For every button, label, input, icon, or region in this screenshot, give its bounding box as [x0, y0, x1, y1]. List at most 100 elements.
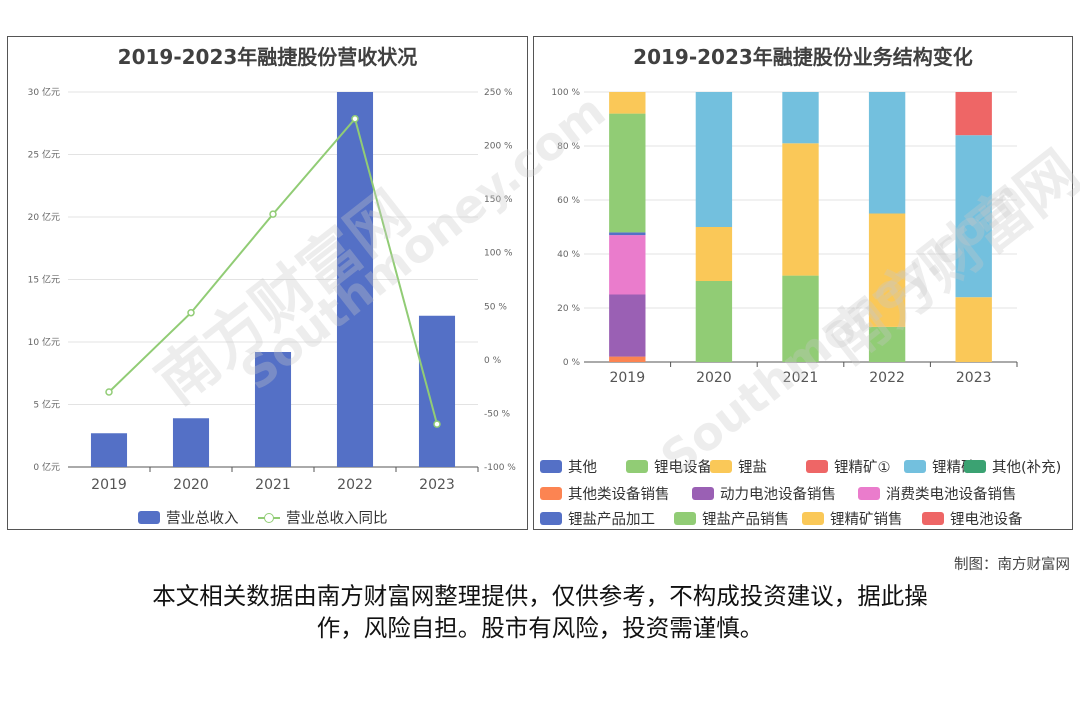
legend-swatch [710, 460, 732, 473]
stacked-bar-segment [868, 92, 906, 214]
y2-axis-tick-label: 100 % [484, 249, 513, 259]
legend-swatch [138, 511, 160, 524]
business-structure-chart-title: 2019-2023年融捷股份业务结构变化 [633, 45, 973, 69]
legend-item[interactable]: 锂精矿销售 [802, 508, 903, 529]
business-structure-chart-panel: 2019-2023年融捷股份业务结构变化 0 % 20 % 40 % 60 % 80 %… [533, 36, 1073, 530]
y2-axis-tick-label: 200 % [484, 142, 513, 152]
stacked-bar-segment [782, 92, 819, 144]
y-axis-tick-label: 80 % [557, 142, 580, 152]
y-axis-tick-label: 30 亿元 [28, 86, 60, 98]
legend-item[interactable]: 营业总收入 [138, 507, 239, 528]
stacked-bar-segment [955, 135, 992, 298]
legend-swatch [806, 460, 828, 473]
stacked-bar-segment [609, 235, 646, 295]
legend-item[interactable]: 动力电池设备销售 [692, 483, 836, 504]
x-axis-tick-label: 2021 [255, 477, 291, 493]
legend-swatch [922, 512, 944, 525]
y2-axis-tick-label: 150 % [484, 195, 513, 205]
yoy-growth-point [433, 420, 441, 428]
y-axis-tick-label: 60 % [557, 196, 580, 206]
legend-item[interactable]: 其他类设备销售 [540, 483, 670, 504]
revenue-bar [336, 92, 374, 467]
y2-axis-tick-label: 50 % [484, 302, 507, 312]
legend-item[interactable]: 锂盐产品销售 [674, 508, 789, 529]
revenue-chart-title: 2019-2023年融捷股份营收状况 [117, 45, 418, 69]
stacked-bar-segment [955, 297, 992, 362]
legend-swatch [858, 487, 880, 500]
stacked-bar-segment [695, 92, 733, 227]
legend-swatch [674, 512, 696, 525]
yoy-growth-point [269, 210, 277, 218]
x-axis-tick-label: 2022 [869, 370, 905, 386]
legend-label: 营业总收入同比 [286, 511, 388, 527]
legend-label: 锂电设备 [654, 460, 712, 476]
stacked-bar-segment [782, 275, 819, 362]
disclaimer-line-2: 作，风险自担。股市有风险，投资需谨慎。 [316, 614, 764, 642]
legend-item[interactable]: 其他 [540, 456, 597, 477]
chart-credit: 制图：南方财富网 [954, 557, 1070, 573]
revenue-bar [172, 418, 210, 467]
stacked-bar-segment [868, 213, 906, 327]
x-axis-tick-label: 2019 [91, 477, 127, 493]
revenue-bar [254, 352, 292, 467]
stacked-bar-segment [609, 92, 646, 114]
stacked-bar-segment [868, 326, 906, 362]
legend-item[interactable]: 营业总收入同比 [258, 507, 388, 528]
stacked-bar-segment [955, 92, 992, 136]
x-axis-tick-label: 2019 [609, 370, 645, 386]
revenue-bar [90, 433, 128, 467]
legend-label: 其他类设备销售 [568, 487, 670, 503]
revenue-chart-panel: 2019-2023年融捷股份营收状况 0 亿元 5 亿元 10 亿元 15 亿元 20 … [7, 36, 528, 530]
stacked-bar-segment [609, 113, 646, 233]
legend-item[interactable]: 锂精矿① [806, 456, 891, 477]
yoy-growth-point [351, 115, 359, 123]
yoy-growth-point [187, 308, 195, 317]
y2-axis-tick-label: -50 % [484, 409, 511, 419]
legend-label: 锂盐产品销售 [702, 512, 789, 528]
legend-item[interactable]: 锂电设备 [626, 456, 712, 477]
disclaimer-line-1: 本文相关数据由南方财富网整理提供，仅供参考，不构成投资建议，据此操 [152, 582, 928, 610]
y-axis-tick-label: 15 亿元 [28, 274, 60, 286]
y-axis-tick-label: 0 % [563, 358, 581, 368]
y-axis-tick-label: 5 亿元 [33, 399, 60, 411]
legend-item[interactable]: 锂电池设备 [922, 508, 1023, 529]
legend-swatch [258, 511, 280, 524]
legend-item[interactable]: 锂盐产品加工 [540, 508, 655, 529]
y2-axis-tick-label: 250 % [484, 88, 513, 98]
legend-item[interactable]: 锂盐 [710, 456, 767, 477]
stacked-bar-segment [609, 356, 646, 362]
legend-swatch [964, 460, 986, 473]
y-axis-tick-label: 40 % [557, 250, 580, 260]
legend-label: 其他(补充) [992, 460, 1062, 476]
legend-label: 锂盐 [738, 460, 767, 476]
legend-swatch [802, 512, 824, 525]
legend-label: 动力电池设备销售 [720, 487, 836, 503]
legend-item[interactable]: 消费类电池设备销售 [858, 483, 1017, 504]
y-axis-tick-label: 0 亿元 [33, 461, 60, 473]
y-axis-tick-label: 10 亿元 [28, 336, 60, 348]
y-axis-tick-label: 20 亿元 [28, 211, 60, 223]
x-axis-tick-label: 2022 [337, 477, 373, 493]
disclaimer-text: 本文相关数据由南方财富网整理提供，仅供参考，不构成投资建议，据此操 作，风险自担… [60, 580, 1020, 644]
x-axis-tick-label: 2023 [956, 370, 992, 386]
legend-swatch [540, 460, 562, 473]
legend-item[interactable]: 其他(补充) [964, 456, 1061, 477]
legend-swatch [540, 487, 562, 500]
business-structure-chart-svg: 0 % 20 % 40 % 60 % 80 % 100 % 2019 2020 2021 2022… [551, 88, 1018, 386]
legend-swatch [626, 460, 648, 473]
yoy-growth-point [105, 388, 113, 396]
x-axis-tick-label: 2021 [783, 370, 819, 386]
legend-label: 锂精矿① [834, 460, 891, 476]
y-axis-tick-label: 20 % [557, 304, 580, 314]
y2-axis-tick-label: 0 % [484, 356, 502, 366]
revenue-bar [418, 315, 456, 467]
legend-swatch [904, 460, 926, 473]
y-axis-tick-label: 25 亿元 [28, 149, 60, 161]
stacked-bar-segment [695, 227, 733, 281]
legend-label: 消费类电池设备销售 [886, 487, 1017, 503]
legend-label: 锂电池设备 [950, 512, 1023, 528]
x-axis-tick-label: 2020 [173, 477, 209, 493]
legend-label: 锂精矿销售 [830, 512, 903, 528]
revenue-chart-svg: 0 亿元 5 亿元 10 亿元 15 亿元 20 亿元 25 亿元 30 亿元 -100 % -… [28, 86, 517, 493]
legend-swatch [540, 512, 562, 525]
